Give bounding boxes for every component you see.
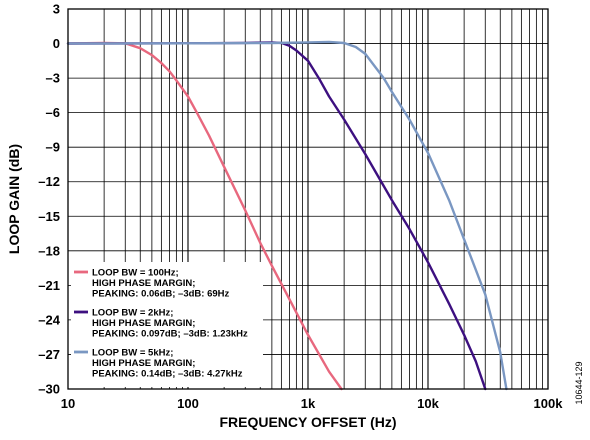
legend-entry-line: PEAKING: 0.097dB; –3dB: 1.23kHz xyxy=(92,329,248,340)
series-line-3 xyxy=(66,40,508,391)
legend-entry-line: LOOP BW = 5kHz; xyxy=(92,348,173,359)
x-tick-label: 10 xyxy=(61,396,75,411)
x-tick-label: 1k xyxy=(301,396,316,411)
plot-frame xyxy=(67,8,549,390)
figure-id: 10644-129 xyxy=(574,361,584,404)
legend-entry-line: LOOP BW = 100Hz; xyxy=(92,268,179,279)
x-axis-label: FREQUENCY OFFSET (Hz) xyxy=(219,414,396,430)
legend-entry-line: PEAKING: 0.06dB; –3dB: 69Hz xyxy=(92,289,230,300)
legend-entry-line: HIGH PHASE MARGIN; xyxy=(92,278,195,289)
legend-entry-line: LOOP BW = 2kHz; xyxy=(92,308,173,319)
y-tick-label: –30 xyxy=(38,382,60,397)
legend-entry-line: HIGH PHASE MARGIN; xyxy=(92,318,195,329)
y-tick-label: 3 xyxy=(53,2,60,17)
y-tick-label: –9 xyxy=(46,140,60,155)
legend: LOOP BW = 100Hz;HIGH PHASE MARGIN;PEAKIN… xyxy=(71,262,263,387)
y-tick-label: –12 xyxy=(38,174,60,189)
legend-entry-line: HIGH PHASE MARGIN; xyxy=(92,358,195,369)
y-tick-label: 0 xyxy=(53,36,60,51)
series-line-1 xyxy=(66,41,343,391)
x-tick-label: 100k xyxy=(534,396,564,411)
y-tick-label: –6 xyxy=(46,105,60,120)
legend-background xyxy=(71,262,263,387)
x-tick-label: 100 xyxy=(177,396,199,411)
x-tick-labels: 10 100 1k 10k 100k xyxy=(61,396,563,411)
y-tick-label: –21 xyxy=(38,278,60,293)
y-tick-label: –18 xyxy=(38,243,60,258)
series-lines xyxy=(66,40,508,391)
y-tick-label: –27 xyxy=(38,347,60,362)
legend-entry-line: PEAKING: 0.14dB; –3dB: 4.27kHz xyxy=(92,369,243,380)
y-tick-label: –24 xyxy=(38,312,60,327)
y-axis-label: LOOP GAIN (dB) xyxy=(6,144,22,254)
x-tick-label: 10k xyxy=(417,396,439,411)
y-tick-labels: 3 0 –3 –6 –9 –12 –15 –18 –21 –24 –27 –30 xyxy=(38,2,60,397)
y-tick-label: –15 xyxy=(38,209,60,224)
y-tick-label: –3 xyxy=(46,71,60,86)
